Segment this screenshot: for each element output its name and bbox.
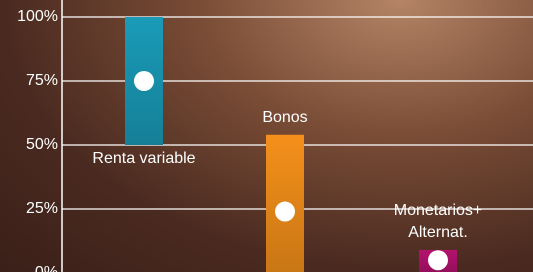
y-tick-label: 50% <box>26 136 58 153</box>
y-tick-label: 25% <box>26 200 58 217</box>
y-tick-label: 75% <box>26 72 58 89</box>
marker-dot <box>428 250 448 270</box>
category-label: Bonos <box>215 107 355 129</box>
category-label: Monetarios+ Alternat. <box>368 200 508 244</box>
marker-dot <box>275 202 295 222</box>
marker-dot <box>134 71 154 91</box>
y-tick-label: 0% <box>35 264 58 272</box>
chart: 0% 25% 50% 75% 100% Renta variableBonos Monet… <box>0 0 533 272</box>
y-tick-label: 100% <box>17 8 58 25</box>
category-label: Renta variable <box>74 148 214 170</box>
